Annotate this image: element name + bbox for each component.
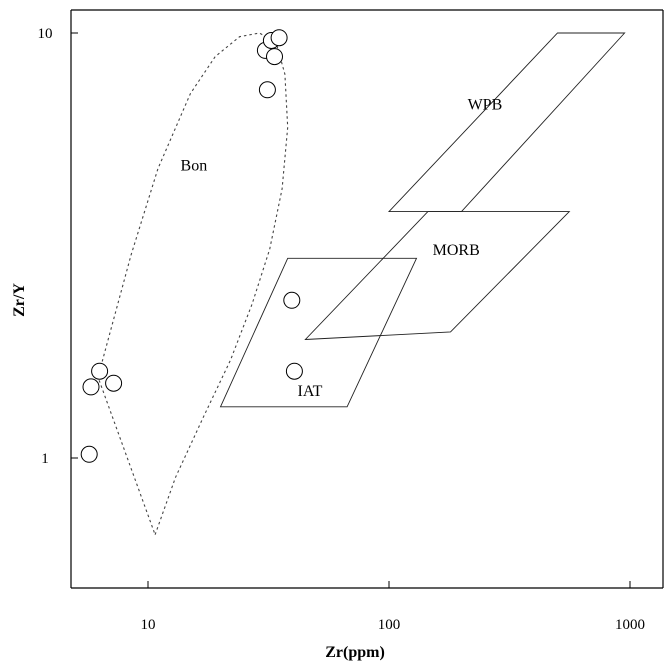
sample-points xyxy=(80,29,303,463)
data-point xyxy=(266,48,283,66)
x-tick-label: 1000 xyxy=(615,617,645,633)
morb-field-label: MORB xyxy=(433,242,480,259)
data-point xyxy=(80,445,98,463)
data-point xyxy=(82,378,100,396)
y-tick-label: 1 xyxy=(41,451,49,467)
bon-field-label: Bon xyxy=(181,157,208,174)
x-tick-label: 100 xyxy=(378,617,401,633)
iat-field-label: IAT xyxy=(298,383,323,400)
data-point xyxy=(270,29,288,47)
wpb-field-label: WPB xyxy=(468,97,503,114)
data-point xyxy=(91,362,109,380)
x-tick-label: 10 xyxy=(141,617,156,633)
morb-field-boundary xyxy=(304,211,571,341)
tectonic-fields: WPB MORB IAT Bon xyxy=(97,32,626,537)
data-point xyxy=(258,81,276,99)
bon-field-boundary xyxy=(97,32,289,537)
wpb-field-boundary xyxy=(387,32,626,213)
data-point xyxy=(283,291,301,309)
axes: 10 100 1000 1 10 xyxy=(38,9,664,633)
y-axis-title: Zr/Y xyxy=(11,283,28,317)
y-tick-label: 10 xyxy=(38,26,53,42)
data-point xyxy=(285,362,303,380)
data-point xyxy=(105,374,123,392)
iat-field-boundary xyxy=(219,257,418,408)
x-axis-title: Zr(ppm) xyxy=(325,644,385,661)
